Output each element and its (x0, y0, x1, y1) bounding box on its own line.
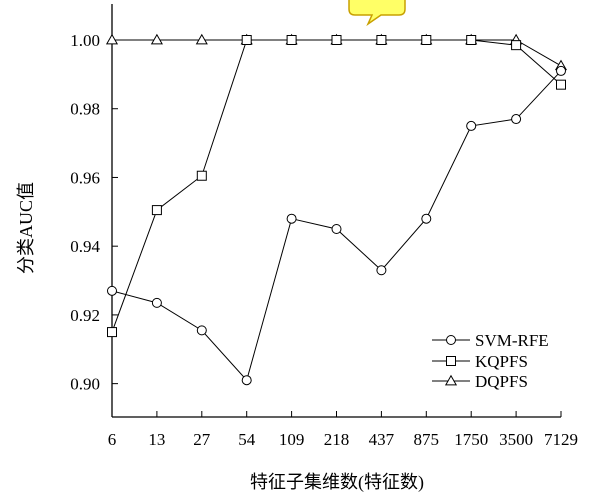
square-marker (421, 35, 432, 45)
x-tick-label: 13 (148, 430, 165, 449)
y-tick-label: 0.92 (70, 306, 100, 325)
x-tick-label: 54 (238, 430, 256, 449)
triangle-marker (195, 33, 208, 45)
series-svm-rfe (107, 65, 566, 386)
square-marker (196, 170, 207, 181)
x-tick-label: 875 (414, 430, 440, 449)
y-axis-title: 分类AUC值 (16, 182, 36, 274)
square-marker (151, 205, 162, 216)
circle-marker (151, 297, 162, 308)
circle-marker (376, 265, 387, 276)
x-tick-label: 7129 (544, 430, 578, 449)
circle-marker (196, 325, 207, 336)
triangle-marker (444, 374, 458, 386)
x-tick-label: 437 (369, 430, 395, 449)
x-tick-label: 3500 (499, 430, 533, 449)
circle-marker (466, 120, 477, 131)
series-layer (105, 33, 568, 386)
x-tick-label: 109 (279, 430, 305, 449)
y-tick-label: 0.96 (70, 168, 100, 187)
y-tick-label: 0.90 (70, 375, 100, 394)
y-tick-label: 1.00 (70, 31, 100, 50)
x-tick-label: 6 (108, 430, 117, 449)
square-marker (556, 79, 566, 90)
square-marker (466, 35, 477, 45)
y-tick-label: 0.98 (70, 100, 100, 119)
y-axis-ticks: 0.90 0.92 0.94 0.96 0.98 1.00 (70, 31, 118, 394)
square-marker (331, 35, 342, 45)
circle-marker (556, 65, 566, 76)
legend-item-svm-rfe: SVM-RFE (432, 331, 549, 350)
circle-marker (107, 285, 117, 296)
circle-marker (446, 335, 456, 345)
legend-item-dqpfs: DQPFS (432, 372, 528, 391)
square-marker (286, 35, 297, 45)
legend-item-kqpfs: KQPFS (432, 352, 528, 371)
callout-bubble-icon (348, 0, 406, 27)
x-axis-title: 特征子集维数(特征数) (250, 472, 424, 493)
legend-label: KQPFS (475, 352, 528, 371)
circle-marker (331, 224, 342, 234)
circle-marker (241, 375, 252, 386)
x-tick-label: 1750 (454, 430, 488, 449)
circle-marker (421, 213, 432, 224)
y-tick-label: 0.94 (70, 237, 100, 256)
triangle-marker (150, 33, 163, 45)
x-axis-ticks: 6 13 27 54 109 218 437 875 1750 3500 7129 (108, 411, 578, 449)
circle-marker (286, 213, 297, 224)
square-marker (511, 40, 522, 51)
triangle-marker (105, 33, 119, 45)
legend-label: SVM-RFE (475, 331, 549, 350)
legend-label: DQPFS (475, 372, 528, 391)
square-marker (241, 35, 252, 45)
square-marker (107, 327, 117, 338)
x-tick-label: 218 (324, 430, 350, 449)
square-marker (446, 356, 456, 366)
x-tick-label: 27 (193, 430, 211, 449)
series-line (111, 39, 562, 333)
circle-marker (511, 114, 522, 125)
square-marker (376, 35, 387, 45)
series-kqpfs (107, 35, 566, 338)
